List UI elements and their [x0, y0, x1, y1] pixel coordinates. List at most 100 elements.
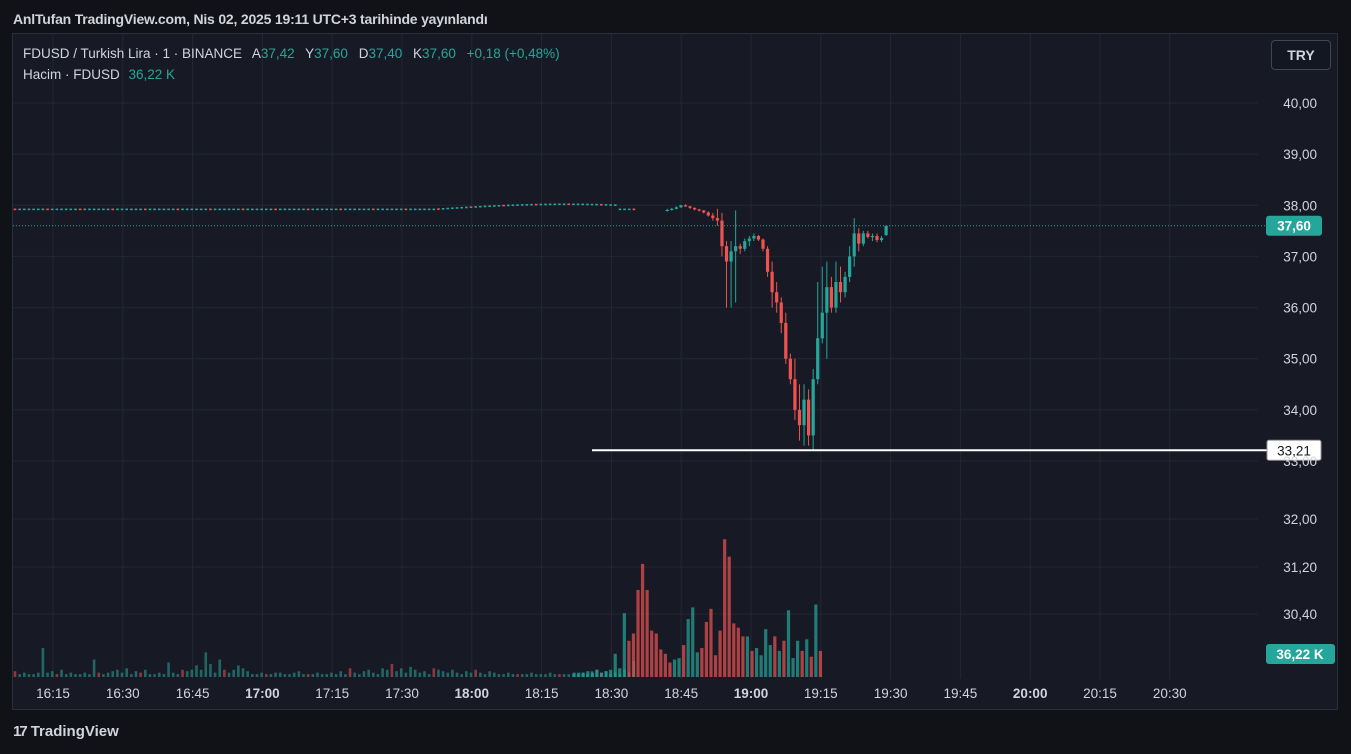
candle-body	[670, 208, 674, 211]
legend-high-label: Y	[305, 46, 315, 61]
candle-flat	[64, 208, 68, 211]
volume-bar	[796, 640, 800, 677]
time-tick-label: 20:15	[1083, 686, 1117, 701]
candle-flat	[613, 204, 617, 206]
candle-flat	[116, 208, 119, 211]
volume-bar	[264, 674, 268, 677]
volume-bar	[60, 669, 63, 677]
candle-flat	[544, 203, 547, 206]
candle-flat	[278, 208, 282, 211]
candle-body	[756, 235, 761, 240]
candle-body	[870, 235, 875, 238]
volume-bar	[732, 623, 736, 677]
candle-flat	[120, 208, 124, 211]
volume-bar	[334, 674, 338, 677]
volume-bar	[474, 669, 477, 677]
volume-bar	[288, 674, 291, 677]
candle-flat	[302, 208, 305, 211]
candle-flat	[199, 208, 203, 211]
volume-bar	[754, 648, 759, 677]
candle-flat	[390, 208, 394, 211]
candle-flat	[251, 208, 254, 211]
volume-bar	[736, 627, 740, 677]
time-tick-label: 17:00	[245, 686, 280, 701]
price-tick-label: 31,20	[1283, 560, 1317, 575]
volume-bar	[713, 655, 718, 677]
volume-bar	[260, 672, 263, 677]
price-tick-label: 38,00	[1283, 198, 1317, 213]
candle-flat	[190, 208, 194, 211]
volume-bar	[497, 674, 501, 677]
volume-bar	[577, 672, 581, 677]
volume-bar	[162, 674, 166, 677]
candle-flat	[143, 208, 147, 211]
candle-body	[797, 409, 802, 426]
volume-bar	[269, 674, 273, 677]
candle-flat	[41, 208, 45, 211]
volume-bars	[13, 539, 823, 677]
candle-flat	[292, 208, 296, 211]
candle-flat	[311, 208, 315, 211]
time-tick-label: 19:00	[734, 686, 769, 701]
volume-bar	[558, 674, 561, 677]
time-tick-label: 16:15	[36, 686, 70, 701]
volume-bar	[659, 649, 663, 677]
candle-flat	[32, 208, 35, 211]
volume-bar	[358, 674, 361, 677]
volume-bar	[106, 672, 110, 677]
volume-bar	[437, 669, 440, 677]
candle-flat	[288, 208, 291, 211]
volume-bar	[764, 629, 768, 677]
candle-flat	[395, 208, 398, 211]
volume-bar	[631, 633, 636, 677]
horizontal-level-label: 33,21	[1277, 443, 1311, 458]
volume-bar	[511, 674, 515, 677]
tradingview-logo[interactable]: 17 TradingView	[13, 723, 119, 740]
volume-bar	[204, 652, 208, 677]
candle-flat	[237, 208, 240, 211]
time-tick-label: 18:45	[664, 686, 698, 701]
volume-bar	[604, 671, 608, 677]
volume-bar	[686, 619, 690, 677]
candle-body	[715, 218, 719, 221]
volume-bar	[344, 674, 347, 677]
horizontal-level-badge[interactable]	[1266, 439, 1322, 461]
volume-bar	[654, 633, 658, 677]
price-tick-label: 34,00	[1283, 403, 1317, 418]
candle-body	[711, 215, 715, 219]
candle-flat	[446, 207, 450, 210]
candle-flat	[176, 208, 180, 211]
candlestick-chart[interactable]: 37,60 36,22 K 33,21 40,00 39,00 38,00 37,00 36…	[13, 34, 1338, 710]
candle-flat	[511, 204, 515, 207]
candle-flat	[36, 208, 40, 211]
chart-frame[interactable]: 37,60 36,22 K 33,21 40,00 39,00 38,00 37,00 36…	[12, 33, 1338, 710]
candle-body	[688, 206, 692, 208]
volume-bar	[306, 674, 310, 677]
volume-bar	[251, 674, 254, 677]
volume-bar	[27, 674, 31, 677]
candle-body	[879, 238, 884, 241]
volume-bar	[171, 672, 175, 677]
candle-flat	[246, 208, 249, 211]
volume-bar	[704, 621, 709, 677]
legend-volume: Hacim · FDUSD 36,22 K	[23, 67, 182, 82]
candle-flat	[609, 204, 612, 206]
volume-bar	[167, 662, 170, 677]
volume-bar	[278, 672, 282, 677]
price-tick-label: 30,40	[1283, 607, 1317, 622]
candle-flat	[502, 204, 505, 207]
currency-button[interactable]: TRY	[1271, 40, 1331, 70]
candle-body	[720, 220, 724, 247]
candle-flat	[55, 208, 59, 211]
volume-bar	[404, 672, 408, 677]
candle-body	[838, 282, 843, 293]
volume-bar	[645, 590, 649, 677]
volume-bar	[190, 669, 194, 677]
candle-body	[811, 379, 815, 436]
volume-bar	[782, 640, 786, 677]
time-tick-label: 16:45	[176, 686, 210, 701]
candle-flat	[269, 208, 273, 211]
volume-bar	[111, 671, 115, 677]
volume-bar	[74, 674, 77, 677]
candle-flat	[330, 208, 333, 211]
